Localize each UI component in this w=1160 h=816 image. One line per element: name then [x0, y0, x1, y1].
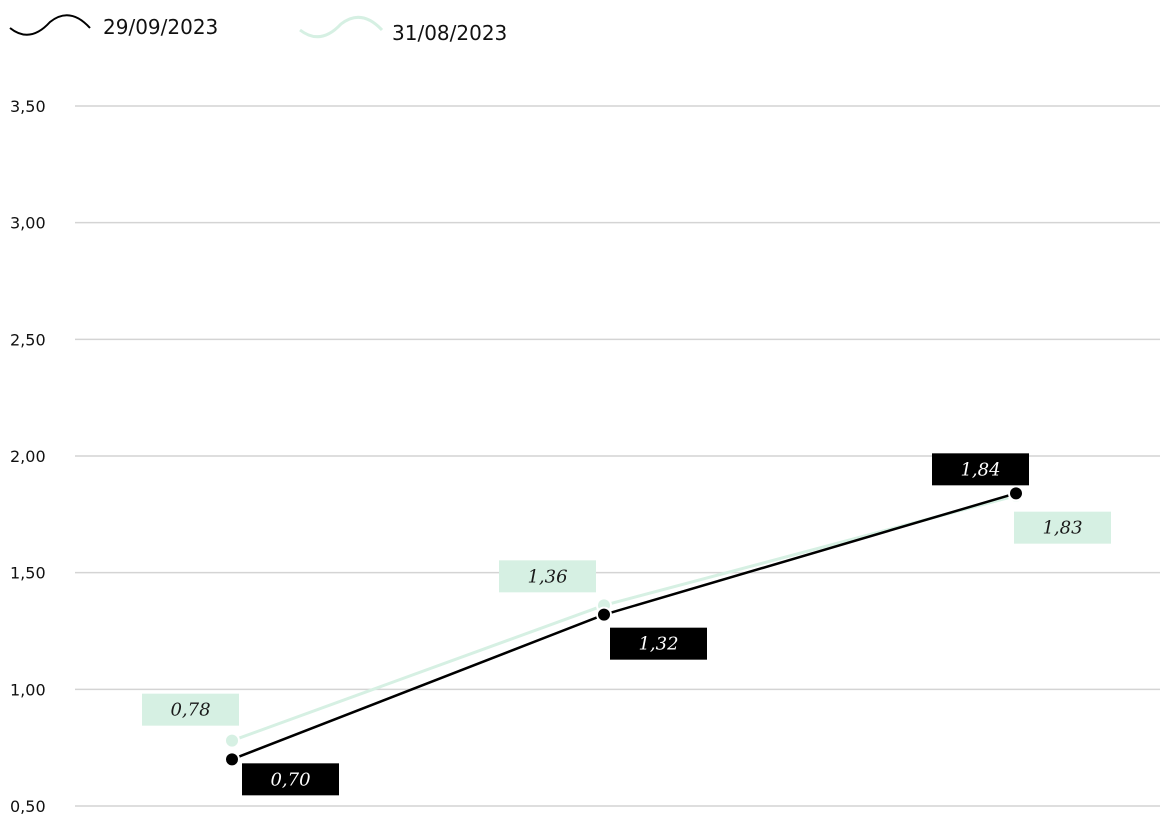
data-label: 0,70 — [270, 769, 310, 790]
y-tick-label: 2,50 — [10, 330, 46, 349]
y-tick-label: 0,50 — [10, 797, 46, 816]
data-label-box — [499, 560, 596, 593]
data-label-box — [1014, 511, 1111, 544]
y-tick-label: 2,00 — [10, 447, 46, 466]
y-tick-label: 1,50 — [10, 564, 46, 583]
series-line — [231, 494, 1017, 743]
legend-label: 29/09/2023 — [103, 15, 218, 39]
y-axis-ticks: 3,50 3,00 2,50 2,00 1,50 1,00 0,50 — [10, 97, 46, 816]
legend-label: 31/08/2023 — [392, 21, 507, 45]
data-label-box — [142, 693, 239, 726]
data-labels: 0,70 1,32 1,84 0,78 1,36 1,83 — [142, 453, 1111, 796]
y-tick-label: 3,50 — [10, 97, 46, 116]
gridlines — [75, 105, 1160, 807]
data-point — [596, 606, 612, 623]
data-point — [224, 732, 240, 749]
data-label: 1,83 — [1042, 518, 1082, 539]
series-lines — [224, 485, 1024, 768]
series-line — [231, 492, 1017, 761]
data-label: 1,84 — [960, 459, 1000, 480]
legend: 29/09/2023 31/08/2023 — [9, 14, 507, 45]
legend-swatch — [9, 14, 91, 36]
data-label: 1,32 — [638, 634, 678, 655]
data-label: 0,78 — [170, 700, 210, 721]
y-tick-label: 3,00 — [10, 214, 46, 233]
y-tick-label: 1,00 — [10, 680, 46, 699]
data-point — [224, 751, 240, 768]
data-label-box — [610, 627, 707, 660]
data-label: 1,36 — [527, 566, 567, 587]
data-point — [1008, 485, 1024, 502]
data-label-box — [932, 453, 1029, 486]
legend-swatch — [299, 15, 384, 39]
data-label-box — [242, 763, 339, 796]
